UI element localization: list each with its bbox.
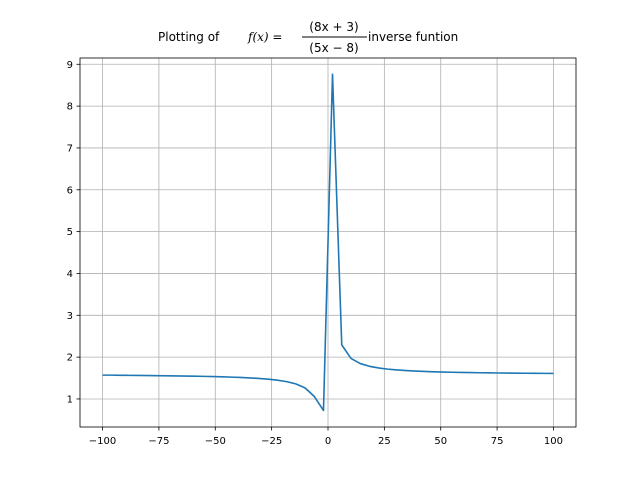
x-tick-label: 25 — [378, 436, 391, 447]
y-tick-label: 9 — [67, 60, 73, 71]
title-prefix: Plotting of — [158, 30, 220, 44]
x-tick-label: −100 — [89, 436, 116, 447]
y-tick-label: 7 — [67, 143, 73, 154]
y-tick-label: 8 — [67, 102, 73, 113]
series-layer — [102, 73, 554, 412]
x-tick-label: 100 — [544, 436, 563, 447]
y-tick-label: 6 — [67, 185, 73, 196]
chart-title: Plotting of f(x) = (8x + 3) (5x − 8) inv… — [158, 20, 458, 55]
plot-area: −100 −75 −50 −25 0 25 50 75 100 1 2 3 4 5 6 7 8 9 — [67, 57, 577, 447]
x-axis: −100 −75 −50 −25 0 25 50 75 100 — [89, 427, 563, 447]
x-tick-label: −25 — [261, 436, 282, 447]
title-function: f(x) = — [247, 30, 282, 44]
x-tick-label: −50 — [205, 436, 226, 447]
x-tick-label: −75 — [148, 436, 169, 447]
y-tick-label: 4 — [67, 269, 73, 280]
series-line — [102, 73, 554, 412]
y-tick-label: 1 — [67, 394, 73, 405]
x-tick-label: 0 — [325, 436, 331, 447]
title-denominator: (5x − 8) — [309, 41, 358, 55]
title-suffix: inverse funtion — [368, 30, 458, 44]
y-tick-label: 5 — [67, 227, 73, 238]
title-numerator: (8x + 3) — [309, 20, 358, 34]
x-tick-label: 75 — [491, 436, 504, 447]
y-tick-label: 3 — [67, 311, 73, 322]
y-tick-label: 2 — [67, 353, 73, 364]
x-tick-label: 50 — [434, 436, 447, 447]
y-axis: 1 2 3 4 5 6 7 8 9 — [67, 60, 80, 405]
